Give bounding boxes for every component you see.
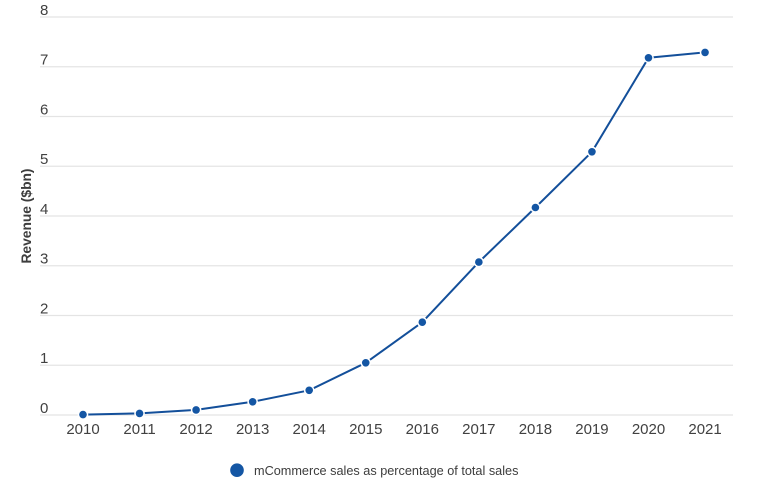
svg-text:mCommerce sales as percentage: mCommerce sales as percentage of total s…	[254, 464, 518, 478]
svg-text:2010: 2010	[66, 421, 99, 438]
svg-text:2020: 2020	[632, 421, 665, 438]
svg-text:2019: 2019	[575, 421, 608, 438]
svg-text:2021: 2021	[688, 421, 721, 438]
svg-text:5: 5	[40, 151, 48, 168]
svg-text:2012: 2012	[179, 421, 212, 438]
svg-text:1: 1	[40, 350, 48, 367]
svg-text:2013: 2013	[236, 421, 269, 438]
svg-text:0: 0	[40, 400, 48, 417]
svg-text:6: 6	[40, 101, 48, 118]
svg-text:2: 2	[40, 300, 48, 317]
svg-text:2017: 2017	[462, 421, 495, 438]
svg-text:7: 7	[40, 52, 48, 69]
svg-text:3: 3	[40, 251, 48, 268]
svg-text:2018: 2018	[519, 421, 552, 438]
svg-text:Revenue ($bn): Revenue ($bn)	[19, 168, 34, 263]
svg-text:2014: 2014	[293, 421, 326, 438]
svg-text:4: 4	[40, 201, 48, 218]
svg-text:2015: 2015	[349, 421, 382, 438]
svg-text:8: 8	[40, 2, 48, 19]
svg-text:2016: 2016	[406, 421, 439, 438]
svg-text:2011: 2011	[123, 421, 155, 438]
